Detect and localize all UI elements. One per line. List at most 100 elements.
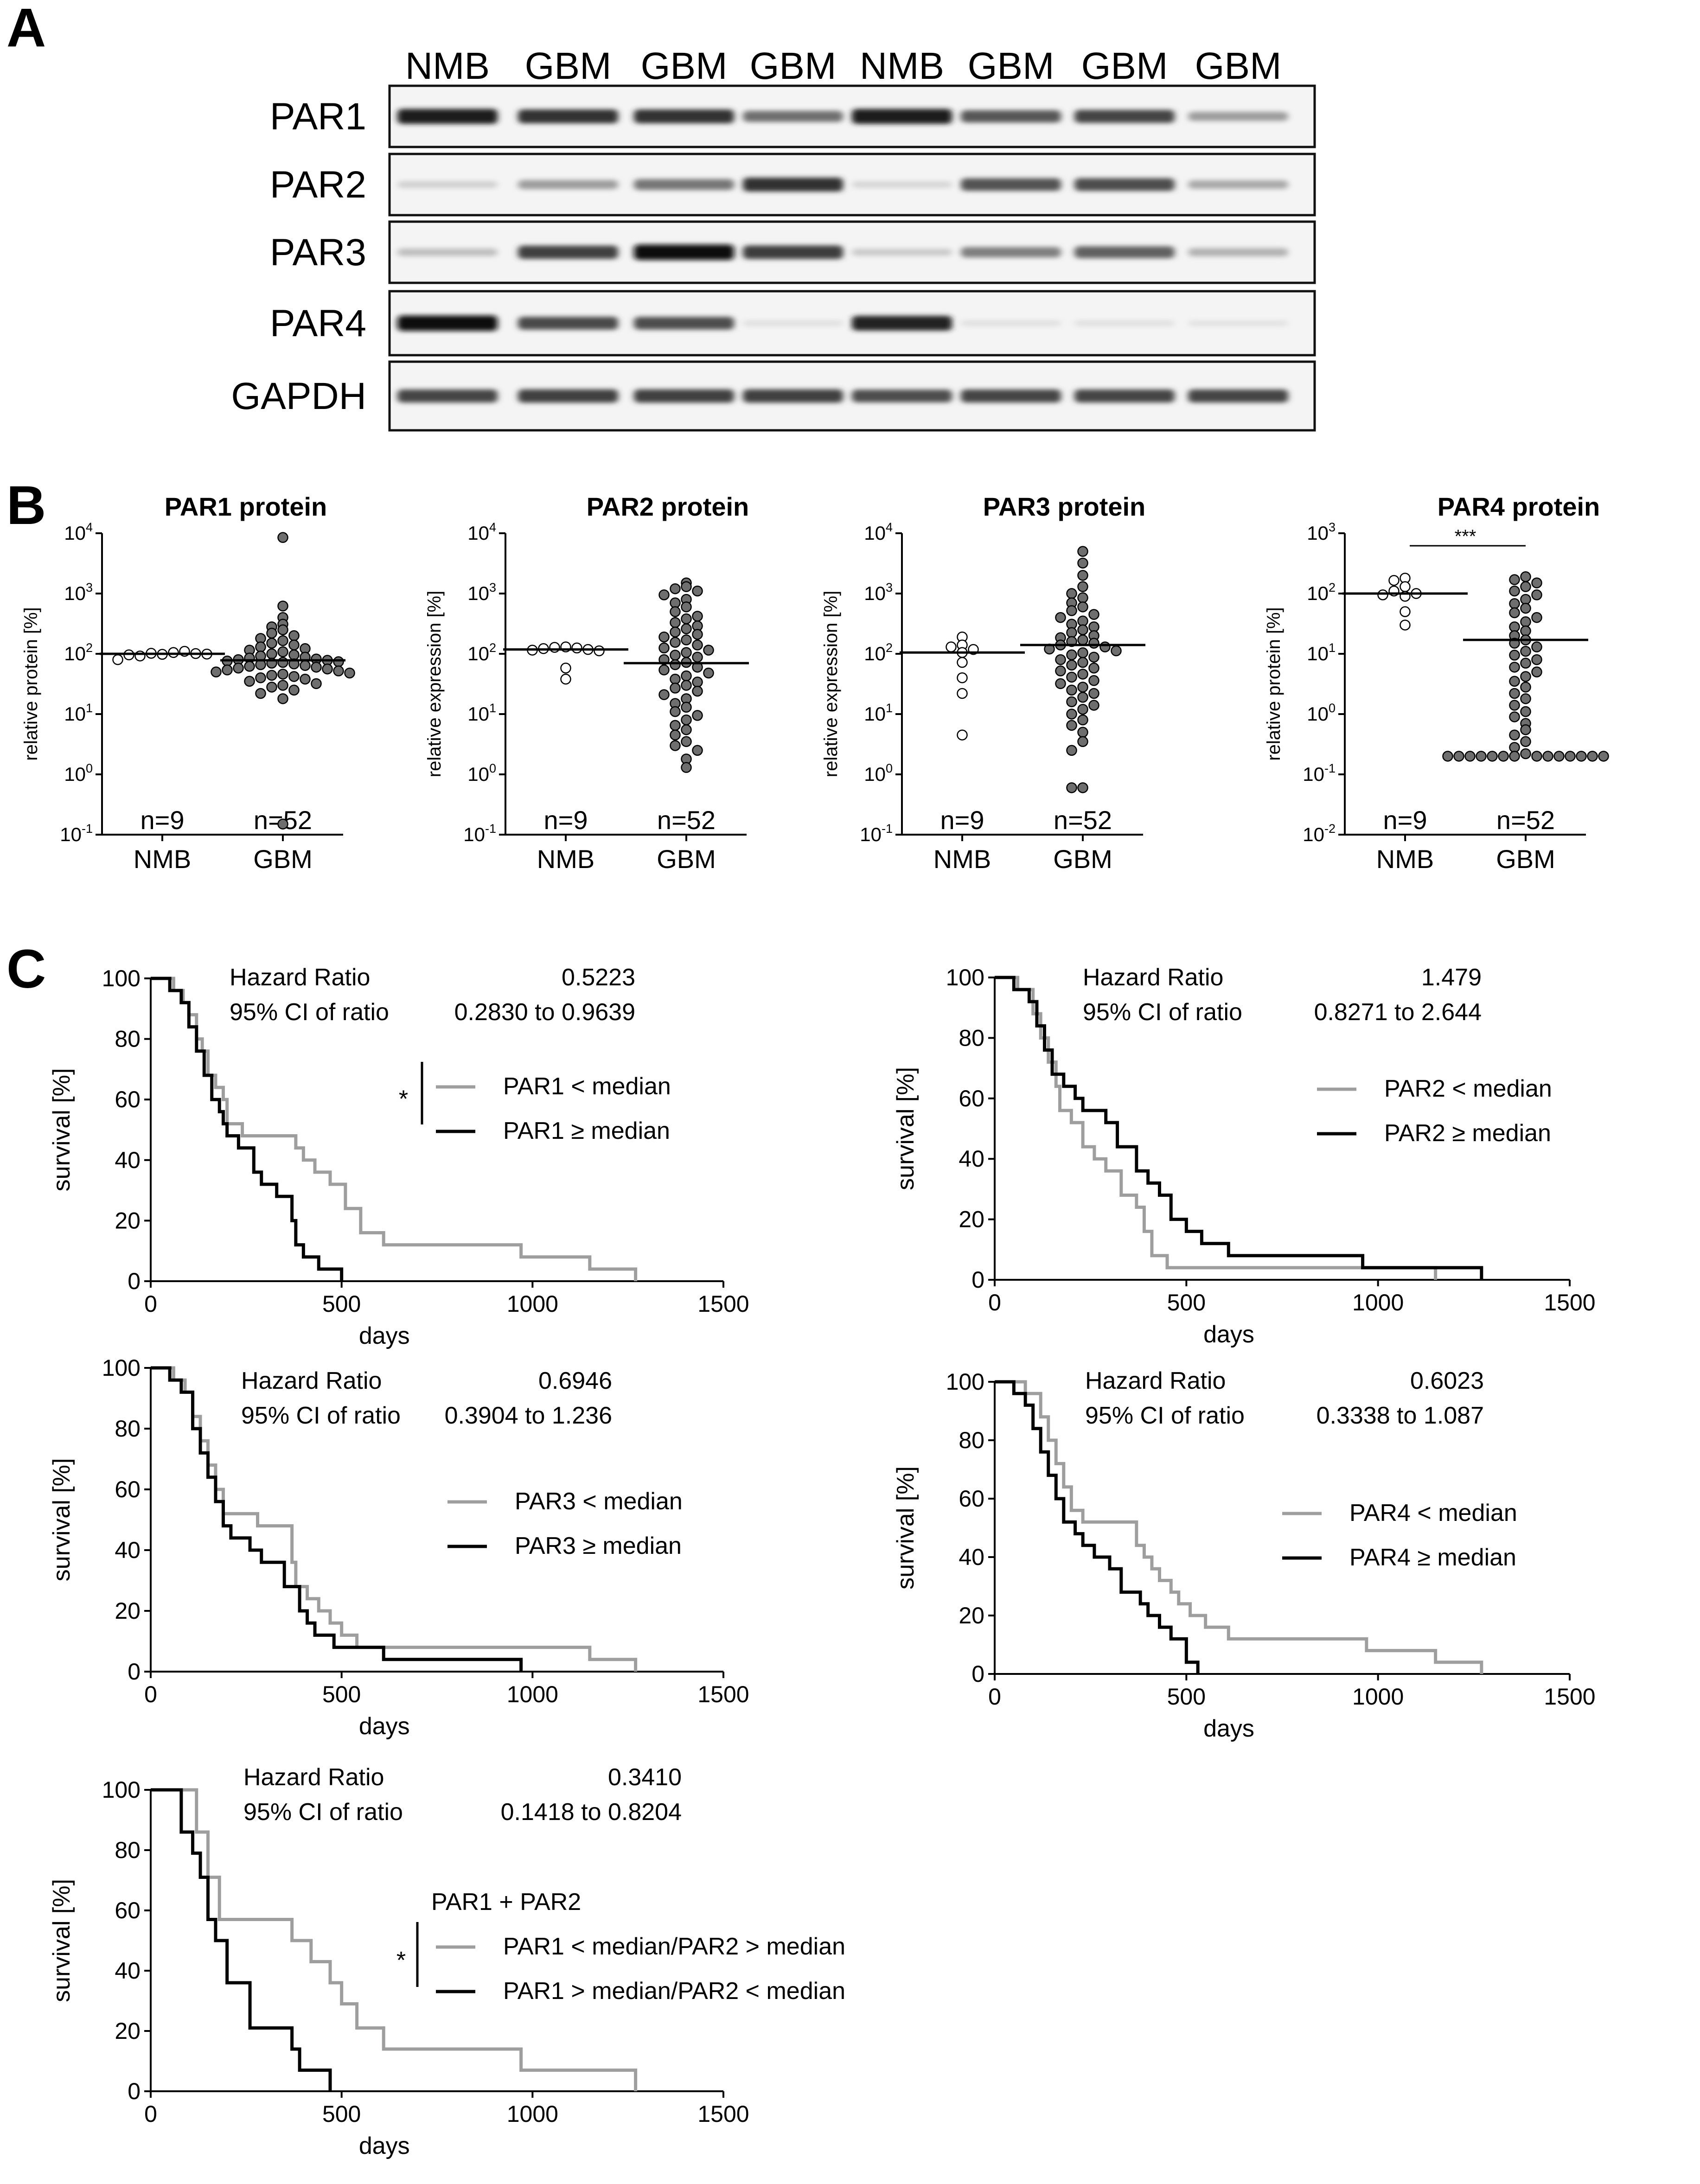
lane-label: GBM (750, 45, 837, 87)
y-tick-label: 100 (64, 761, 93, 785)
y-tick-label: 60 (959, 1086, 984, 1111)
data-point (1531, 654, 1542, 665)
data-point (1088, 651, 1099, 663)
data-point (681, 714, 692, 726)
data-point (1077, 601, 1088, 613)
blot-bands (397, 177, 1288, 192)
data-point (1377, 589, 1388, 600)
tick-exponent: 4 (86, 520, 93, 534)
lane-label: NMB (405, 45, 490, 87)
data-point (681, 670, 692, 682)
stat-label: 95% CI of ratio (241, 1402, 401, 1429)
data-point (1464, 751, 1476, 762)
y-tick-label: 101 (864, 701, 893, 725)
data-point (1487, 751, 1498, 762)
y-tick-label: 104 (864, 520, 893, 544)
data-point (1055, 678, 1066, 690)
data-point (1077, 557, 1088, 569)
y-tick-label: 100 (467, 761, 496, 785)
data-point (1531, 577, 1542, 588)
data-point (1520, 645, 1531, 657)
data-point (681, 647, 692, 658)
blot-bands (397, 244, 1288, 260)
blot-band (852, 316, 952, 331)
data-point (1066, 745, 1077, 756)
data-point (112, 654, 123, 665)
data-point (1520, 658, 1531, 669)
data-point (1509, 650, 1520, 661)
data-point (1531, 589, 1542, 600)
x-tick-label: 500 (322, 1291, 361, 1317)
data-point (277, 532, 288, 543)
tick-exponent: 0 (489, 761, 496, 775)
scatter-chart: PAR2 protein10-1100101102103104relative … (424, 492, 749, 874)
data-point (233, 663, 244, 674)
lane-label: GBM (968, 45, 1055, 87)
data-point (277, 646, 288, 658)
data-point (1077, 714, 1088, 726)
tick-exponent: -1 (882, 822, 893, 836)
blot-band (852, 390, 952, 402)
lane-label: GBM (1195, 45, 1282, 87)
survival-curve (995, 1380, 1200, 1674)
tick-base: 10 (864, 643, 886, 664)
y-tick-label: 40 (115, 1147, 141, 1173)
data-point (692, 611, 703, 622)
data-point (1077, 727, 1088, 738)
data-point (1565, 751, 1576, 762)
data-point (957, 688, 968, 699)
gbm-points (1442, 571, 1609, 762)
stat-label: 95% CI of ratio (230, 999, 389, 1026)
x-tick-label: NMB (134, 844, 191, 874)
y-tick-label: 40 (959, 1544, 984, 1570)
tick-exponent: -1 (82, 822, 93, 836)
data-point (1509, 729, 1520, 741)
stat-value: 0.6946 (538, 1367, 612, 1394)
tick-exponent: 1 (86, 701, 93, 715)
blot-band (961, 178, 1061, 191)
blot-band (1188, 389, 1288, 403)
blot-row: GAPDH (231, 360, 1316, 432)
data-point (134, 650, 146, 662)
data-point (681, 762, 692, 773)
blot-band (1188, 180, 1288, 189)
n-label: n=9 (141, 805, 185, 835)
data-point (288, 684, 300, 696)
survival-curve (151, 977, 638, 1281)
data-point (1066, 684, 1077, 696)
blot-band (743, 245, 843, 259)
y-tick-label: 101 (64, 701, 93, 725)
data-point (333, 656, 344, 667)
tick-base: 10 (467, 582, 489, 604)
data-point (277, 657, 288, 668)
y-axis-label: survival [%] (48, 1458, 75, 1582)
data-point (658, 689, 670, 700)
data-point (670, 650, 681, 661)
blot-row-label: GAPDH (231, 375, 366, 417)
data-point (288, 671, 300, 682)
y-tick-label: 20 (959, 1207, 984, 1232)
data-point (1088, 675, 1099, 686)
data-point (658, 632, 670, 643)
data-point (255, 641, 266, 652)
tick-exponent: 2 (489, 641, 496, 655)
data-point (1509, 662, 1520, 673)
data-point (670, 673, 681, 685)
y-axis-label: survival [%] (892, 1067, 919, 1190)
tick-base: 10 (64, 703, 86, 725)
blot-band (634, 317, 734, 330)
data-point (670, 617, 681, 628)
data-point (1520, 602, 1531, 614)
western-blot: NMB GBM GBM GBM NMB GBM GBM GBM PAR1 PAR2… (231, 45, 1316, 432)
data-point (277, 669, 288, 680)
data-point (957, 657, 968, 668)
data-point (658, 642, 670, 654)
y-tick-label: 10-1 (60, 822, 93, 845)
data-point (560, 663, 571, 674)
data-point (681, 601, 692, 613)
panel-c-letter: C (6, 939, 46, 1000)
data-point (594, 645, 605, 657)
y-tick-label: 100 (946, 1369, 984, 1395)
data-point (1509, 688, 1520, 699)
